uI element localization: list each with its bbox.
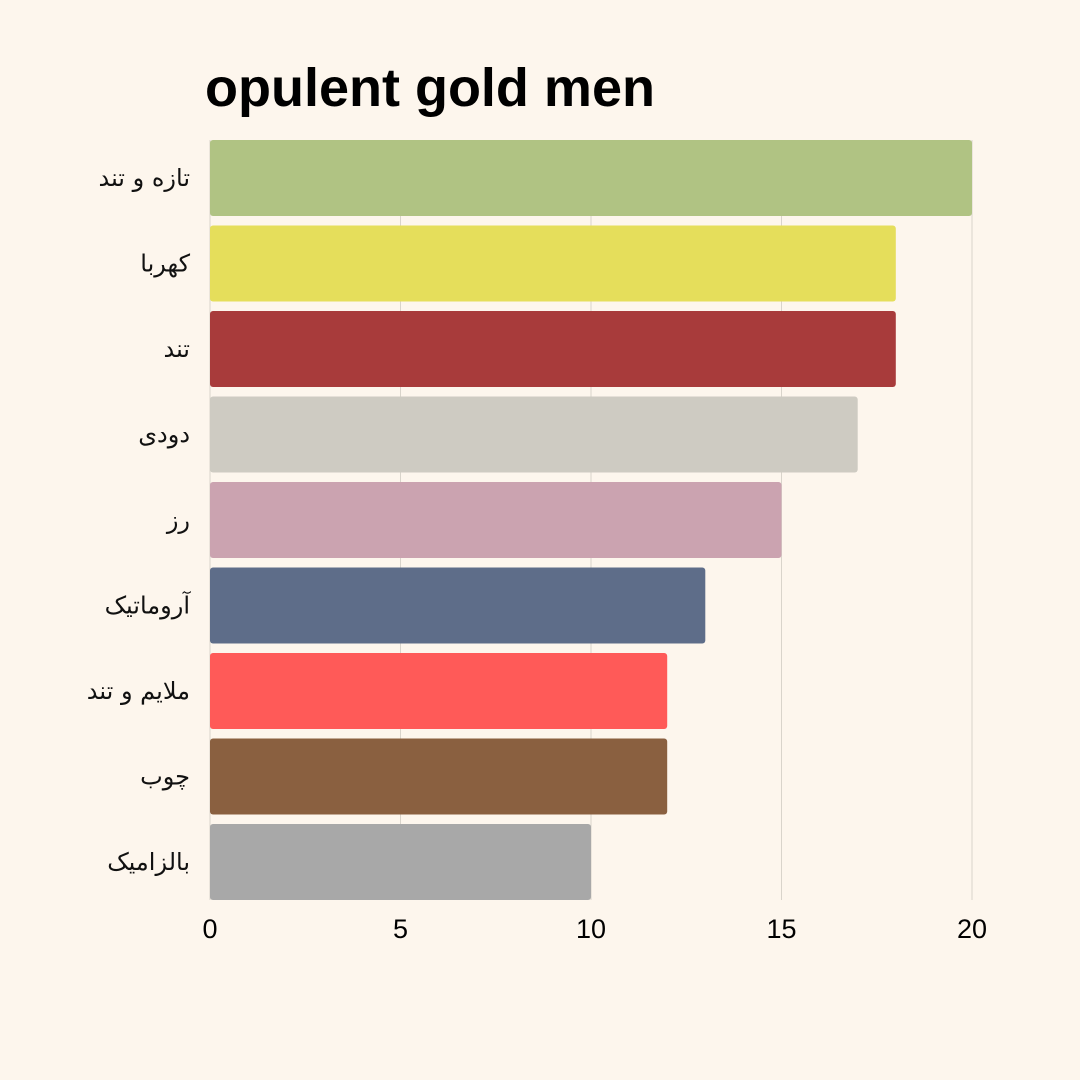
category-label: بالزامیک: [107, 848, 190, 876]
bar: [210, 482, 782, 558]
category-label: دودی: [138, 421, 190, 449]
x-tick-label: 10: [576, 914, 606, 944]
category-label: آروماتیک: [105, 591, 192, 620]
x-axis-ticks: 0 5 10 15 20: [202, 914, 987, 944]
category-label: رز: [166, 506, 190, 534]
category-label: تازه و تند: [98, 164, 190, 192]
category-label: کهربا: [140, 250, 190, 278]
bar: [210, 653, 668, 729]
bar: [210, 738, 668, 815]
category-label: تند: [163, 335, 190, 363]
chart-title: opulent gold men: [205, 58, 655, 118]
bar: [210, 824, 591, 900]
category-label: ملایم و تند: [87, 677, 190, 705]
x-tick-label: 5: [393, 914, 408, 944]
bar: [210, 140, 972, 216]
bar: [210, 567, 706, 644]
bars: [210, 140, 972, 900]
category-label: چوب: [140, 763, 190, 791]
x-tick-label: 0: [202, 914, 217, 944]
bar: [210, 225, 896, 302]
bar: [210, 311, 896, 387]
bar: [210, 396, 858, 473]
x-tick-label: 15: [766, 914, 796, 944]
category-labels: تازه و تند کهربا تند دودی رز آروماتیک ملایم و …: [87, 164, 192, 876]
x-tick-label: 20: [957, 914, 987, 944]
